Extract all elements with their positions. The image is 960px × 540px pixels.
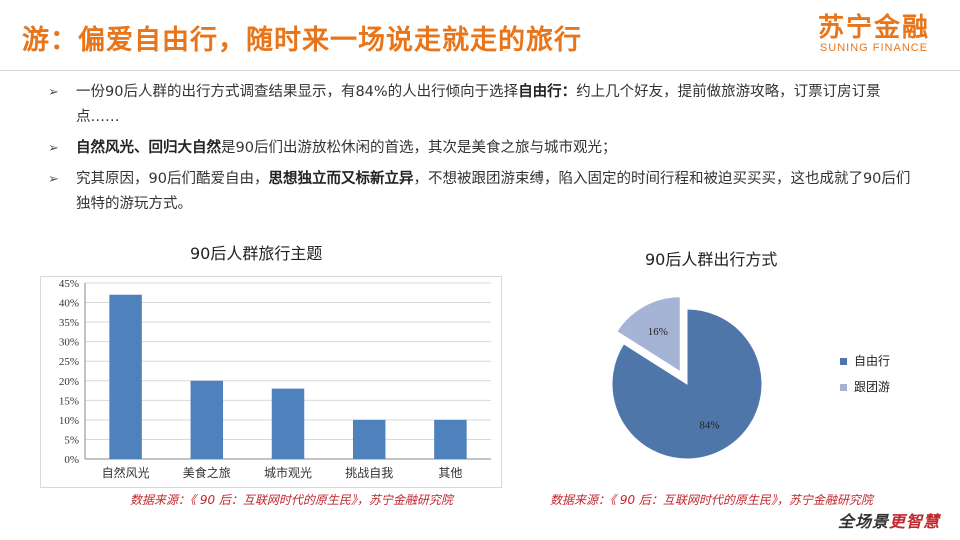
x-tick-label: 其他 — [438, 466, 462, 480]
header: 游：偏爱自由行，随时来一场说走就走的旅行 苏宁金融 SUNING FINANCE — [0, 0, 960, 70]
y-tick-label: 20% — [59, 376, 79, 388]
bullet-arrow-icon: ➢ — [48, 172, 59, 187]
bullet-text: 约上几个好友，提前做旅游攻略，订票订房订景点…… — [76, 84, 881, 125]
bar-chart-frame: 0% 5% 10% 15% 20% 25% 30% 35% 40% 45% 自然风光 美食之旅 城市观光… — [40, 276, 502, 488]
legend-label: 跟团游 — [854, 380, 890, 394]
bullet-text: 是90后们出游放松休闲的首选，其次是美食之旅与城市观光； — [221, 140, 617, 156]
y-tick-label: 40% — [59, 298, 79, 310]
y-tick-label: 45% — [59, 278, 79, 290]
bar-chart: 0% 5% 10% 15% 20% 25% 30% 35% 40% 45% 自然风光 美食之旅 城市观光… — [59, 278, 491, 480]
bullet-text: ，不想被跟团游束缚，陷入固定的时间行程和被迫买买买，这也成就了90后们独特的游玩… — [76, 171, 911, 212]
footer-logo-main: 全场景 — [837, 512, 889, 531]
footer-logo: 全场景更智慧 — [838, 508, 940, 532]
bullet-item: ➢ 究其原因，90后们酷爱自由，思想独立而又标新立异，不想被跟团游束缚，陷入固定的… — [48, 167, 918, 217]
bar — [109, 294, 142, 459]
y-tick-label: 10% — [59, 415, 79, 427]
legend-label: 自由行 — [854, 354, 890, 368]
y-tick-label: 35% — [59, 317, 79, 329]
pie-slice — [616, 296, 681, 373]
bullet-emphasis: 自由行： — [518, 84, 577, 100]
pie-slice — [611, 308, 763, 460]
bar — [190, 380, 224, 459]
source-note-right: 数据来源：《 90 后：互联网时代的原生民》，苏宁金融研究院 — [550, 493, 873, 507]
x-tick-label: 挑战自我 — [345, 466, 393, 480]
y-tick-label: 25% — [59, 356, 79, 368]
bullet-emphasis: 思想独立而又标新立异 — [268, 171, 414, 187]
legend-swatch — [840, 358, 847, 365]
x-tick-label: 自然风光 — [102, 465, 150, 480]
bullet-text: 究其原因，90后们酷爱自由， — [76, 171, 269, 187]
source-note-left: 数据来源：《 90 后：互联网时代的原生民》，苏宁金融研究院 — [130, 493, 453, 507]
y-tick-label: 15% — [59, 395, 79, 407]
pie-chart-title: 90后人群出行方式 — [645, 250, 778, 269]
pie-data-label: 16% — [648, 326, 668, 338]
pie-data-label: 84% — [699, 420, 719, 432]
bullet-text: 一份90后人群的出行方式调查结果显示，有84%的人出行倾向于选择 — [76, 84, 519, 100]
bullet-arrow-icon: ➢ — [48, 85, 59, 100]
y-tick-label: 30% — [59, 337, 79, 349]
bullet-item: ➢ 自然风光、回归大自然是90后们出游放松休闲的首选，其次是美食之旅与城市观光； — [48, 136, 918, 161]
logo-text-en: SUNING FINANCE — [819, 42, 929, 54]
bar — [434, 419, 467, 459]
y-tick-label: 0% — [64, 454, 79, 466]
bullet-arrow-icon: ➢ — [48, 141, 59, 156]
footer-logo-accent: 更智慧 — [888, 512, 940, 531]
logo: 苏宁金融 SUNING FINANCE — [818, 14, 930, 54]
bar — [352, 419, 386, 459]
logo-text-cn: 苏宁金融 — [817, 13, 930, 43]
x-tick-label: 美食之旅 — [183, 465, 231, 480]
bar — [271, 388, 305, 459]
page-title: 游：偏爱自由行，随时来一场说走就走的旅行 — [22, 25, 582, 56]
bar-chart-title: 90后人群旅行主题 — [190, 244, 323, 263]
bullet-list: ➢ 一份90后人群的出行方式调查结果显示，有84%的人出行倾向于选择自由行：约上几… — [48, 80, 918, 223]
x-tick-label: 城市观光 — [264, 465, 312, 480]
bullet-emphasis: 自然风光、回归大自然 — [76, 140, 221, 156]
y-tick-label: 5% — [64, 434, 79, 446]
legend-swatch — [840, 384, 847, 391]
bullet-item: ➢ 一份90后人群的出行方式调查结果显示，有84%的人出行倾向于选择自由行：约上几… — [48, 80, 918, 130]
header-divider — [0, 70, 960, 71]
